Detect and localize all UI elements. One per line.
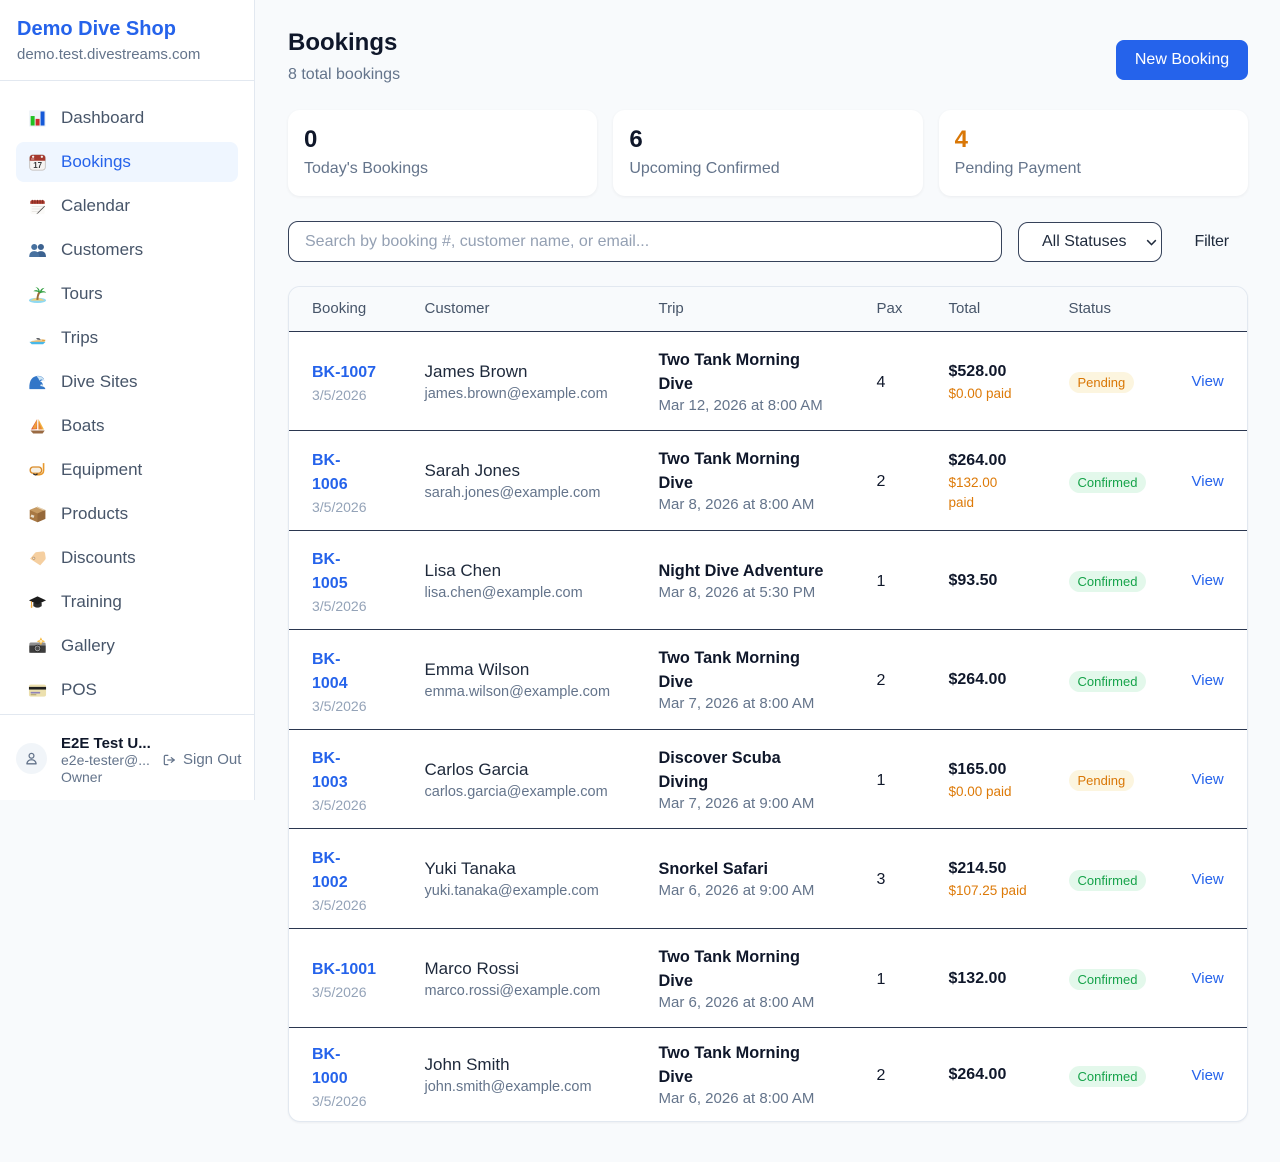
- svg-text:17: 17: [33, 161, 42, 170]
